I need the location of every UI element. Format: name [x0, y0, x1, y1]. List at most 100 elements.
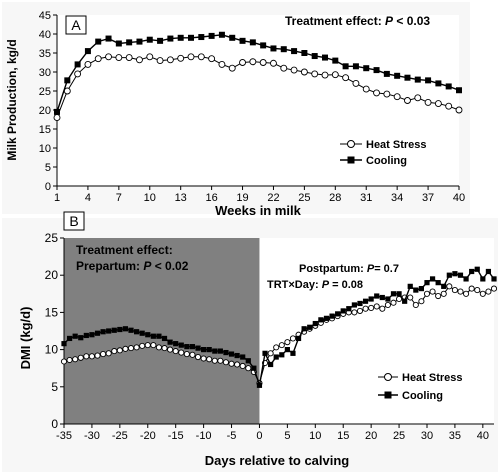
- panel-b-point-cooling: [217, 348, 223, 354]
- panel-b-point-heat-stress: [239, 362, 246, 370]
- panel-b-point-heat-stress: [228, 360, 235, 367]
- panel-b-point-cooling: [212, 348, 218, 354]
- panel-b-point-cooling: [195, 345, 201, 351]
- panel-b-point-cooling: [340, 308, 346, 314]
- panel-a-x-tick-label: 7: [116, 192, 122, 204]
- legend-a-cool-marker: [347, 156, 355, 164]
- panel-b-point-heat-stress: [222, 359, 229, 366]
- panel-b-point-cooling: [485, 268, 492, 275]
- panel-b-point-heat-stress: [351, 309, 358, 316]
- panel-a-y-tick-label: 40: [39, 29, 51, 41]
- panel-a-point-heat-stress: [208, 55, 216, 63]
- panel-b-point-heat-stress: [474, 287, 481, 294]
- panel-a-point-heat-stress: [197, 53, 205, 61]
- panel-a-point-heat-stress: [300, 68, 308, 76]
- panel-a: 0 5 10 15 20 25 30 35 40 45 1 4 7 10 13 16 19 22 25 28 31 34 3…: [2, 2, 470, 218]
- panel-a-x-tick-label: 10: [144, 192, 156, 204]
- panel-a-point-heat-stress: [352, 79, 360, 87]
- panel-b-x-tick-label: -5: [227, 430, 237, 442]
- panel-a-x-tick-label: 25: [298, 192, 310, 204]
- panel-a-point-cooling: [373, 67, 380, 74]
- panel-b-point-cooling: [301, 326, 307, 332]
- panel-b-point-heat-stress: [72, 356, 79, 363]
- panel-a-y-tick-label: 45: [39, 10, 51, 22]
- panel-a-point-cooling: [414, 76, 421, 83]
- panel-b-point-heat-stress: [150, 342, 157, 349]
- panel-b-point-heat-stress: [457, 288, 464, 295]
- panel-b-point-heat-stress: [390, 299, 397, 306]
- panel-b-point-heat-stress: [161, 345, 168, 352]
- panel-a-y-tick-label: 10: [39, 143, 51, 155]
- panel-b-point-cooling: [234, 352, 240, 359]
- panel-a-point-cooling: [74, 61, 81, 68]
- panel-a-point-cooling: [157, 37, 164, 44]
- panel-b-x-tick-label: 20: [365, 430, 377, 442]
- panel-b-point-heat-stress: [463, 290, 470, 297]
- panel-a-y-tick-label: 30: [39, 67, 51, 79]
- panel-b-point-heat-stress: [379, 305, 386, 312]
- panel-a-point-cooling: [239, 37, 246, 44]
- panel-a-xlabel: Weeks in milk: [215, 203, 302, 218]
- panel-a-tick-labels: 0 5 10 15 20 25 30 35 40 45 1 4 7 10 13 16 19 22 25 28 31 34 3…: [39, 10, 465, 204]
- panel-b-point-heat-stress: [273, 344, 280, 351]
- panel-b-point-heat-stress: [139, 342, 146, 349]
- panel-b-y-tick-label: 20: [45, 268, 59, 282]
- panel-b-x-tick-label: 15: [337, 430, 349, 442]
- panel-a-point-heat-stress: [393, 93, 401, 101]
- panel-b-point-cooling: [251, 365, 257, 371]
- panel-a-point-cooling: [208, 32, 215, 39]
- panel-a-point-heat-stress: [53, 114, 61, 122]
- panel-b-point-cooling: [368, 296, 374, 302]
- panel-a-point-heat-stress: [331, 71, 339, 79]
- panel-b-point-heat-stress: [127, 345, 135, 352]
- panel-b-point-cooling: [189, 344, 196, 350]
- panel-a-point-cooling: [177, 34, 184, 41]
- panel-a-point-cooling: [95, 38, 102, 45]
- panel-b-x-tick-label: 35: [449, 430, 461, 442]
- panel-a-point-cooling: [383, 70, 390, 77]
- panel-b-point-heat-stress: [83, 353, 90, 360]
- panel-b-point-heat-stress: [217, 357, 224, 364]
- legend-b-heat-marker: [384, 373, 392, 381]
- panel-a-point-cooling: [188, 34, 194, 41]
- panel-b-point-cooling: [117, 326, 123, 333]
- panel-a-point-cooling: [425, 77, 432, 84]
- panel-b-point-heat-stress: [133, 344, 140, 351]
- panel-a-point-heat-stress: [156, 57, 164, 65]
- panel-a-point-heat-stress: [445, 102, 453, 110]
- panel-b-point-heat-stress: [211, 357, 218, 364]
- panel-a-point-cooling: [54, 108, 60, 115]
- panel-a-point-cooling: [249, 39, 256, 46]
- panel-a-point-cooling: [394, 72, 401, 79]
- panel-b-point-cooling: [156, 333, 162, 339]
- panel-b-point-cooling: [435, 280, 441, 286]
- panel-b-point-cooling: [111, 327, 117, 333]
- panel-a-point-heat-stress: [414, 94, 422, 102]
- panel-b-point-cooling: [335, 311, 341, 317]
- panel-b-point-heat-stress: [423, 290, 431, 297]
- legend-a-heat-marker: [347, 140, 355, 148]
- panel-b-point-heat-stress: [284, 339, 291, 346]
- panel-a-point-heat-stress: [290, 66, 298, 74]
- panel-a-x-tick-label: 13: [175, 192, 187, 204]
- panel-b-point-heat-stress: [94, 352, 101, 359]
- panel-a-point-heat-stress: [270, 59, 277, 67]
- panel-a-point-heat-stress: [455, 106, 463, 114]
- panel-b-point-heat-stress: [384, 301, 391, 309]
- panel-b-point-cooling: [284, 347, 290, 353]
- panel-a-y-tick-label: 20: [39, 105, 51, 117]
- panel-b-point-cooling: [295, 335, 302, 342]
- panel-a-point-heat-stress: [105, 53, 112, 61]
- panel-b-point-cooling: [329, 313, 335, 319]
- panel-a-point-heat-stress: [383, 90, 391, 98]
- panel-b-point-cooling: [418, 285, 425, 292]
- panel-a-point-cooling: [301, 50, 308, 56]
- panel-b-point-heat-stress: [66, 356, 73, 364]
- panel-b-point-heat-stress: [267, 350, 274, 357]
- panel-a-point-heat-stress: [84, 60, 92, 68]
- panel-b-x-tick-label: 25: [393, 430, 405, 442]
- panel-b-point-heat-stress: [440, 290, 447, 297]
- panel-b-point-cooling: [407, 283, 413, 289]
- panel-b-point-cooling: [424, 280, 430, 286]
